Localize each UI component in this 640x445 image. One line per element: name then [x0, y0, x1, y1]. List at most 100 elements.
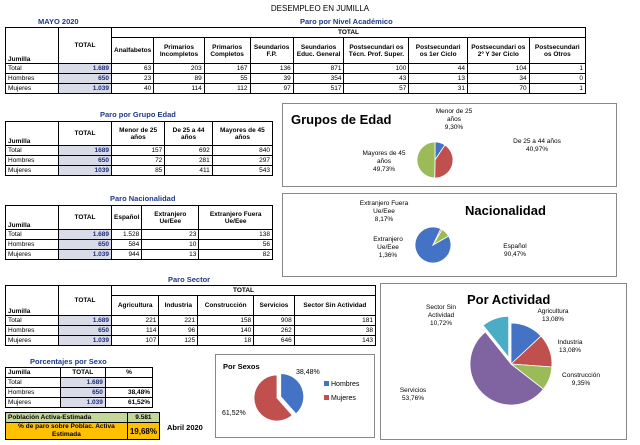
nat-title: Paro Nacionalidad [110, 194, 176, 203]
age-chart-box: Grupos de Edad Menor de 25 años 9,30% De … [282, 103, 617, 187]
table-cell: 354 [292, 73, 345, 84]
table-cell: 221 [110, 315, 160, 326]
table-cell: 85 [110, 165, 166, 176]
age-col-header: De 25 a 44 años [164, 121, 213, 146]
table-row: Total 1.689 [5, 377, 154, 388]
academic-col-header: Postsecundari os Técn. Prof. Super. [343, 37, 410, 64]
academic-col-header: Postsecundari os 1er Ciclo [408, 37, 468, 64]
row-total: 1.039 [58, 83, 112, 94]
age-total-header: TOTAL [58, 121, 112, 146]
sector-col-header: Agricultura [110, 295, 160, 316]
table-cell: 140 [197, 325, 255, 336]
table-cell: 114 [110, 325, 160, 336]
sex-chart-box: Por Sexos 38,48% 61,52% Hombres Mujeres [215, 354, 375, 438]
table-row: Hombres 650 584 10 56 [5, 239, 273, 250]
age-title: Paro por Grupo Edad [100, 110, 176, 119]
row-total: 1.039 [58, 335, 112, 346]
table-cell: 55 [203, 73, 251, 84]
sector-total-header: TOTAL [58, 285, 112, 316]
table-cell: 138 [198, 229, 273, 240]
table-cell: 297 [211, 155, 274, 166]
rate-value: 19,68% [126, 422, 161, 440]
table-cell: 44 [408, 63, 468, 74]
table-row: Hombres 650 23 89 55 39 354 43 13 34 0 [5, 73, 587, 84]
sector-col-header: Servicios [253, 295, 295, 316]
table-cell: 167 [203, 63, 251, 74]
sector-row-header: Jumilla [5, 285, 59, 316]
table-cell: 23 [110, 73, 155, 84]
row-total: 1.689 [58, 315, 112, 326]
sex-value-1: 61,52% [222, 410, 246, 417]
academic-col-header: Postsecundari os Otros [528, 37, 587, 64]
table-cell: 40 [110, 83, 155, 94]
nat-table: Jumilla TOTAL Español Extranjero Ue/Eee Extr… [5, 205, 273, 260]
sec-label-0: Agricultura 13,08% [537, 308, 569, 323]
sex-value-0: 38,48% [296, 369, 320, 376]
sector-span-header: TOTAL [111, 285, 376, 296]
age-slice [416, 141, 436, 179]
table-cell: 1 [528, 83, 587, 94]
sector-slice [469, 331, 544, 406]
table-cell: 38 [293, 325, 377, 336]
sec-label-2: Construcción 9,35% [562, 372, 600, 387]
nat-col-header: Español [110, 205, 143, 230]
nat-col-header: Extranjero Fuera Ue/Eee [198, 205, 273, 230]
table-cell: 82 [198, 249, 273, 260]
table-cell: 112 [203, 83, 251, 94]
row-total: 650 [58, 325, 112, 336]
table-cell: 944 [110, 249, 143, 260]
pct-label: Mujeres [5, 397, 61, 408]
row-total: 650 [58, 73, 112, 84]
table-cell: 692 [164, 145, 213, 156]
sex-legend-1: Mujeres [324, 395, 356, 402]
sector-pie-chart [469, 315, 553, 406]
table-cell: 871 [292, 63, 345, 74]
table-cell: 23 [141, 229, 200, 240]
nat-label-1: Extranjero Ue/Eee 1,36% [373, 236, 403, 259]
pct-pct: 61,52% [104, 397, 154, 408]
table-cell: 89 [153, 73, 205, 84]
pct-pct [104, 377, 154, 388]
row-total: 650 [58, 239, 112, 250]
age-col-header: Mayores de 45 años [211, 121, 274, 146]
age-label-0: Menor de 25 años 9,30% [435, 108, 473, 131]
table-cell: 411 [164, 165, 213, 176]
pct-pct: 38,48% [104, 387, 154, 398]
table-cell: 63 [110, 63, 155, 74]
nat-label-0: Español 90,47% [503, 243, 527, 258]
academic-col-header: Postsecundari os 2º Y 3er Ciclo [466, 37, 530, 64]
pct-total: 1.039 [59, 397, 106, 408]
sector-chart-box: Por Actividad Agricultura 13,08% Industri… [380, 283, 627, 440]
table-cell: 70 [466, 83, 530, 94]
table-cell: 34 [466, 73, 530, 84]
table-cell: 13 [408, 73, 468, 84]
academic-col-header: Analfabetos [110, 37, 155, 64]
page-title: DESEMPLEO EN JUMILLA [270, 4, 370, 13]
ref-date: Abril 2020 [167, 423, 203, 432]
sex-pie-chart [253, 373, 305, 422]
pct-total: 1.689 [59, 377, 106, 388]
nat-chart-box: Nacionalidad Extranjero Fuera Ue/Eee 8,17… [282, 193, 617, 277]
academic-col-header: Primarios Incompletos [153, 37, 205, 64]
table-cell: 584 [110, 239, 143, 250]
sector-title: Paro Sector [168, 275, 211, 284]
table-cell: 517 [292, 83, 345, 94]
period-label: MAYO 2020 [38, 17, 79, 26]
row-label: Total [5, 145, 59, 156]
table-cell: 13 [141, 249, 200, 260]
sector-col-header: Construcción [197, 295, 255, 316]
pct-title: Porcentajes por Sexo [30, 357, 107, 366]
row-total: 1.689 [58, 63, 112, 74]
nat-total-header: TOTAL [58, 205, 112, 230]
table-cell: 1 [528, 63, 587, 74]
row-total: 1689 [58, 145, 112, 156]
sector-col-header: Industria [158, 295, 199, 316]
table-cell: 31 [408, 83, 468, 94]
pct-h1: Jumilla [5, 367, 61, 378]
academic-table: Jumilla TOTAL TOTAL Analfabetos Primarios… [5, 27, 587, 94]
row-label: Total [5, 315, 59, 326]
pct-total: 650 [59, 387, 106, 398]
pct-label: Hombres [5, 387, 61, 398]
sec-label-3: Servicios 53,76% [399, 387, 427, 402]
table-row: Total 1.689 221 221 158 908 181 [5, 315, 377, 326]
